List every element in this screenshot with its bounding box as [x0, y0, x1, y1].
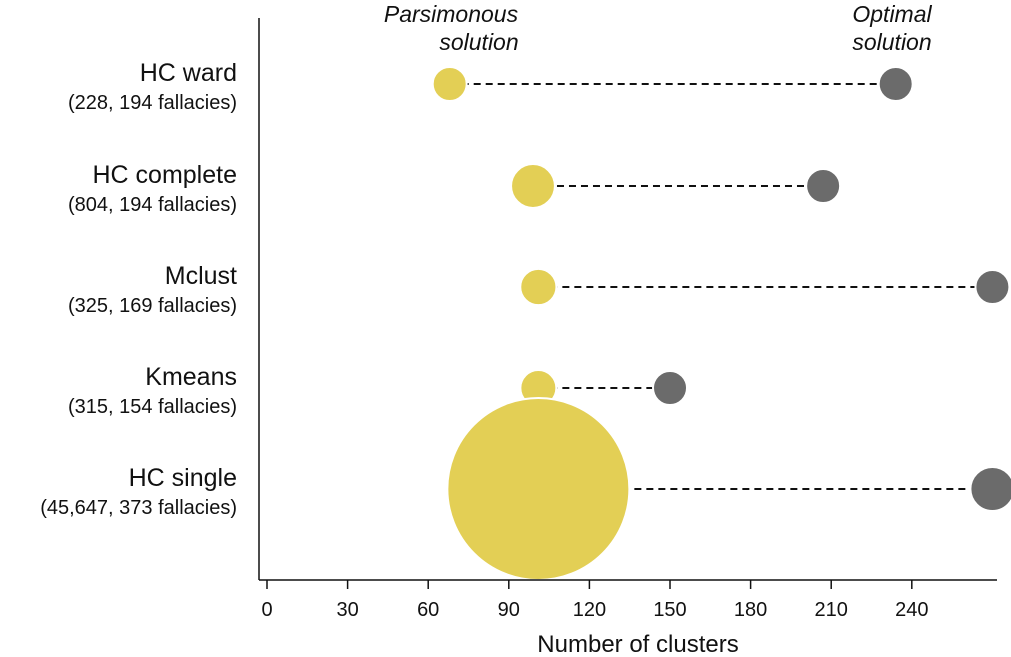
x-tick-label: 90 [498, 599, 520, 621]
x-tick-label: 120 [573, 599, 606, 621]
optimal-point [652, 370, 689, 406]
x-axis-title: Number of clusters [537, 631, 738, 657]
x-tick-label: 180 [734, 599, 767, 621]
legend-parsimonious-line2: solution [439, 29, 518, 55]
x-tick-label: 150 [653, 599, 686, 621]
category-detail: (45,647, 373 fallacies) [40, 497, 237, 519]
legend-parsimonious-line1: Parsimonous [384, 1, 519, 27]
plot-area [431, 66, 1011, 581]
parsimonious-point [519, 267, 558, 307]
category-labels: HC ward (228, 194 fallacies) HC complete (8… [40, 59, 237, 519]
category-name: Kmeans [145, 363, 237, 391]
optimal-point [969, 466, 1011, 512]
category-name: HC ward [140, 59, 237, 87]
optimal-point [877, 66, 914, 102]
optimal-point [805, 168, 842, 204]
x-tick-label: 240 [895, 599, 928, 621]
category-detail: (315, 154 fallacies) [68, 396, 237, 418]
optimal-point [974, 269, 1011, 305]
category-name: Mclust [165, 262, 237, 290]
x-tick-label: 30 [336, 599, 358, 621]
category-detail: (804, 194 fallacies) [68, 194, 237, 216]
legend-optimal-line2: solution [852, 29, 931, 55]
category-name: HC complete [93, 161, 238, 189]
category-name: HC single [129, 464, 237, 492]
legend-optimal-line1: Optimal [852, 1, 932, 27]
parsimonious-point [510, 163, 556, 209]
x-tick-label: 0 [261, 599, 272, 621]
category-detail: (325, 169 fallacies) [68, 295, 237, 317]
x-tick-label: 210 [815, 599, 848, 621]
x-axis-ticks: 0 30 60 90 120 150 180 210 240 [261, 580, 928, 621]
x-tick-label: 60 [417, 599, 439, 621]
category-detail: (228, 194 fallacies) [68, 92, 237, 114]
parsimonious-point [431, 66, 468, 102]
parsimonious-point [446, 397, 631, 581]
